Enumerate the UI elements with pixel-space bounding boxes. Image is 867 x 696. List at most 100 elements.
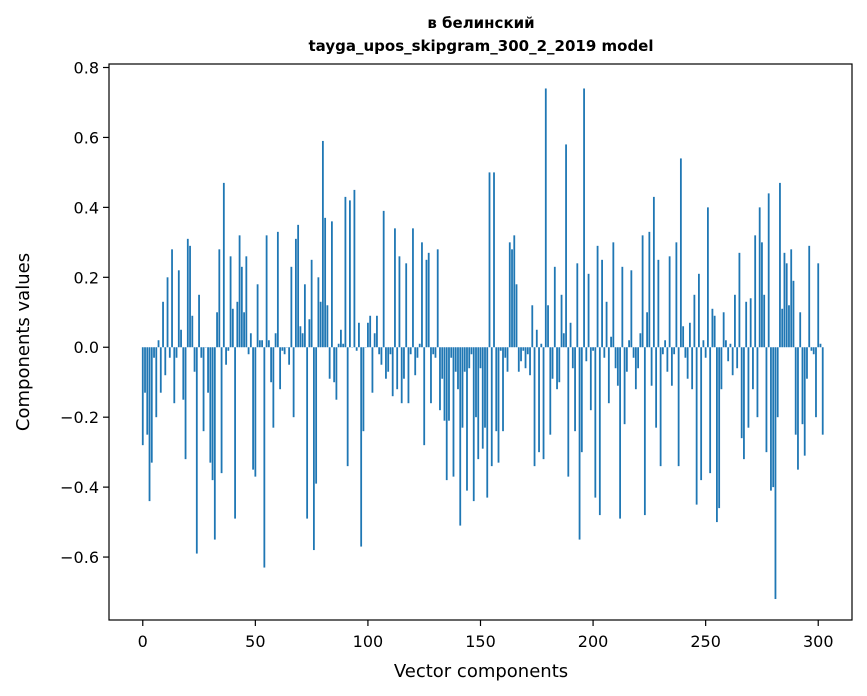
bar <box>806 347 808 379</box>
bar <box>171 249 173 348</box>
bar <box>711 308 714 348</box>
bar <box>797 347 799 470</box>
bar <box>641 235 644 348</box>
bar <box>468 347 471 369</box>
x-tick-label: 0 <box>138 632 148 651</box>
bar <box>583 88 585 348</box>
bar <box>614 347 617 369</box>
bar <box>776 347 779 418</box>
bar <box>736 347 739 369</box>
bar <box>439 347 441 411</box>
bar <box>432 347 435 355</box>
y-tick-label: 0.8 <box>74 58 99 77</box>
bar <box>718 347 721 509</box>
bar <box>648 231 651 348</box>
bar <box>153 347 155 358</box>
bar <box>427 252 430 348</box>
bar <box>646 312 649 348</box>
bar <box>634 347 637 390</box>
bar <box>772 347 775 488</box>
bar <box>738 252 741 348</box>
bar <box>526 347 529 355</box>
bar <box>162 301 164 348</box>
y-tick-label: 0.6 <box>74 128 99 147</box>
bar <box>225 347 227 365</box>
bar <box>231 308 234 348</box>
bar <box>621 266 624 348</box>
bar <box>538 347 540 453</box>
bar <box>731 347 734 376</box>
bar <box>553 266 556 348</box>
bar <box>472 347 475 502</box>
bar <box>698 273 700 348</box>
x-axis-label: Vector components <box>394 661 568 682</box>
bar <box>803 347 806 456</box>
bar <box>335 347 338 400</box>
bar <box>729 343 732 348</box>
bar <box>810 347 813 351</box>
bar <box>191 315 194 348</box>
bar <box>788 305 790 348</box>
bar <box>337 343 340 348</box>
bar <box>346 347 349 467</box>
bar <box>398 256 401 348</box>
bar <box>799 312 802 348</box>
x-tick-label: 300 <box>803 632 834 651</box>
bar <box>349 200 351 348</box>
bar <box>761 242 763 348</box>
bar <box>499 347 502 351</box>
bar <box>452 347 455 477</box>
bar <box>317 277 320 348</box>
bar <box>630 270 633 348</box>
bar <box>166 277 169 348</box>
bar <box>254 347 257 477</box>
bar <box>290 266 293 348</box>
y-tick-label: −0.2 <box>60 408 99 427</box>
bar <box>779 182 781 348</box>
bar <box>540 343 543 348</box>
bar <box>812 347 815 355</box>
bar <box>720 347 723 390</box>
x-tick-label: 50 <box>245 632 265 651</box>
bar <box>695 347 698 505</box>
bar <box>238 235 241 348</box>
bar <box>276 231 279 348</box>
bar <box>819 343 822 348</box>
chart-title-line-2: tayga_upos_skipgram_300_2_2019 model <box>309 37 654 55</box>
bar <box>486 347 489 498</box>
bar <box>279 347 282 390</box>
bar <box>391 347 394 397</box>
bar <box>740 347 743 439</box>
bar <box>655 347 658 428</box>
bar <box>612 242 615 348</box>
bar <box>193 347 196 372</box>
bar <box>211 347 214 481</box>
bar <box>184 347 187 460</box>
bar <box>650 347 653 386</box>
bar <box>817 263 820 348</box>
y-tick-label: 0.2 <box>74 268 99 287</box>
bar <box>524 347 527 369</box>
bar <box>531 305 534 348</box>
bar <box>716 347 718 523</box>
bar <box>484 347 486 428</box>
bar <box>463 347 466 372</box>
bar <box>657 259 660 348</box>
bar <box>594 347 597 498</box>
bar <box>774 347 777 600</box>
bar <box>727 347 730 362</box>
bar <box>585 347 588 362</box>
bar <box>556 347 558 390</box>
bar <box>535 329 538 348</box>
bar <box>785 263 788 348</box>
bar <box>333 347 336 383</box>
bar <box>430 347 432 404</box>
bar <box>517 347 520 372</box>
bar <box>344 196 347 348</box>
bar <box>362 347 365 432</box>
bar <box>580 347 583 453</box>
bar <box>623 347 626 425</box>
bar <box>508 242 511 348</box>
bar <box>679 158 682 348</box>
bar <box>815 347 817 418</box>
